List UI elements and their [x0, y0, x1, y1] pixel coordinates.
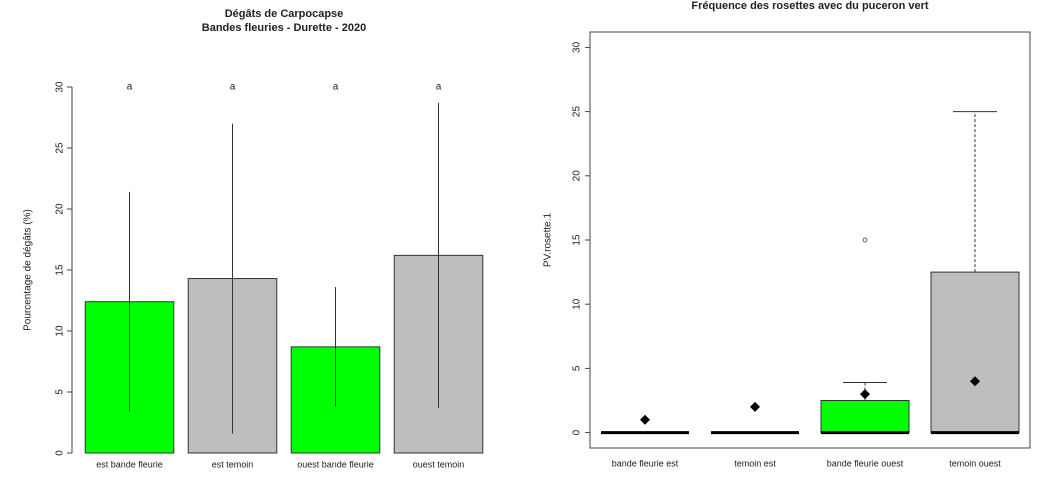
y-axis-label: Pourcentage de dégâts (%) [23, 209, 34, 331]
x-tick-label: temoin ouest [949, 458, 1001, 468]
y-tick-label: 20 [572, 170, 583, 182]
significance-letter: a [127, 82, 133, 93]
mean-marker [970, 376, 980, 387]
box [930, 271, 1020, 434]
x-tick-label: est bande fleurie [96, 459, 163, 469]
x-tick-label: ouest temoin [413, 459, 465, 469]
x-tick-label: est temoin [212, 459, 254, 469]
outlier [862, 237, 868, 243]
x-tick-label: temoin est [734, 458, 776, 468]
significance-letter: a [333, 82, 339, 93]
y-tick-label: 20 [55, 203, 66, 215]
box [820, 399, 910, 434]
significance-letter: a [230, 82, 236, 93]
y-tick-label: 30 [572, 41, 583, 53]
mean-marker [750, 401, 760, 412]
chart-subtitle: Bandes fleuries - Durette - 2020 [202, 22, 366, 34]
y-tick-label: 0 [572, 429, 583, 435]
y-tick-label: 5 [55, 389, 66, 395]
chart-title: Fréquence des rosettes avec du puceron v… [691, 0, 929, 12]
y-tick-label: 10 [572, 298, 583, 310]
significance-letter: a [436, 82, 442, 93]
x-tick-label: bande fleurie ouest [827, 458, 904, 468]
chart-title: Dégâts de Carpocapse [225, 8, 344, 20]
y-tick-label: 10 [55, 325, 66, 337]
y-tick-label: 0 [55, 450, 66, 456]
y-axis-label: PV.rosette.1 [543, 213, 554, 268]
x-tick-label: ouest bande fleurie [297, 459, 374, 469]
mean-marker [640, 414, 650, 425]
mean-marker [860, 389, 870, 400]
y-tick-label: 15 [572, 234, 583, 246]
y-tick-label: 25 [55, 142, 66, 154]
y-tick-label: 5 [572, 365, 583, 371]
y-tick-label: 25 [572, 106, 583, 118]
y-tick-label: 30 [55, 81, 66, 93]
y-tick-label: 15 [55, 264, 66, 276]
x-tick-label: bande fleurie est [612, 458, 679, 468]
